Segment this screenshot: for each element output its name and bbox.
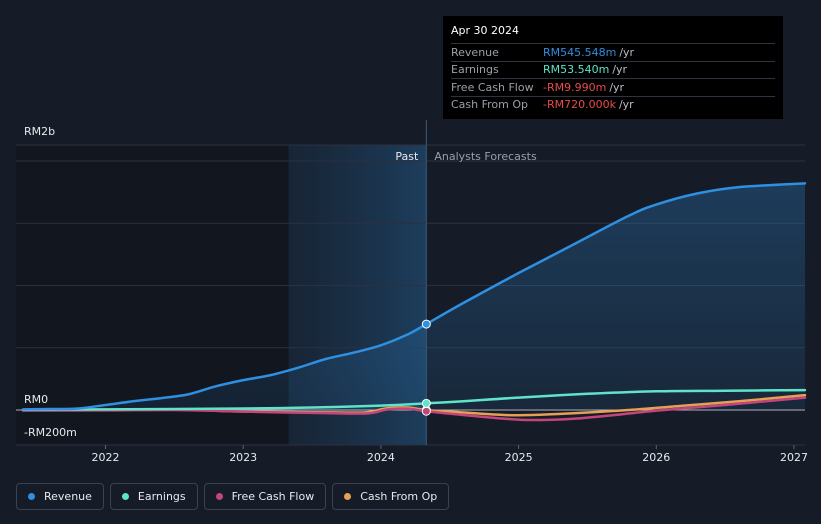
marker-revenue [421, 319, 431, 329]
x-tick-label: 2026 [642, 451, 670, 464]
legend-item-revenue[interactable]: Revenue [16, 483, 104, 510]
legend-dot-icon [28, 493, 35, 500]
tooltip-label: Earnings [451, 63, 499, 77]
x-tick-label: 2022 [92, 451, 120, 464]
tooltip-value: RM545.548m [543, 45, 617, 59]
legend-dot-icon [215, 493, 223, 500]
legend-item-earnings[interactable]: Earnings [109, 483, 198, 510]
tooltip-row: Earnings RM53.540m/yr [451, 60, 775, 79]
legend-label: Cash From Op [360, 490, 438, 503]
tooltip-value: RM53.540m [543, 63, 610, 77]
legend-item-cash-from-op[interactable]: Cash From Op [332, 483, 450, 510]
tooltip-value: -RM9.990m [543, 80, 607, 94]
legend-label: Earnings [137, 490, 186, 503]
past-label: Past [395, 150, 419, 163]
tooltip: Apr 30 2024 Revenue RM545.548m/yr Earnings… [443, 16, 783, 119]
legend: Revenue Earnings Free Cash Flow Cash From O… [16, 483, 450, 512]
tooltip-label: Revenue [451, 45, 499, 59]
tooltip-label: Cash From Op [451, 98, 529, 112]
y-tick-label: RM2b [24, 125, 55, 138]
tooltip-value: -RM720.000k [543, 98, 616, 112]
y-tick-label: -RM200m [24, 426, 77, 439]
x-tick-label: 2024 [367, 451, 395, 464]
legend-label: Free Cash Flow [231, 490, 315, 503]
tooltip-row: Revenue RM545.548m/yr [451, 43, 775, 61]
x-tick-label: 2023 [229, 451, 257, 464]
series-line-free-cash-flow [21, 396, 807, 422]
legend-dot-icon [344, 493, 352, 500]
tooltip-date: Apr 30 2024 [451, 24, 520, 37]
tooltip-unit: /yr [609, 80, 625, 94]
revenue-area [22, 183, 805, 410]
tooltip-row: Cash From Op -RM720.000k/yr [451, 95, 775, 114]
x-tick-label: 2027 [780, 451, 808, 464]
legend-dot-icon [121, 493, 129, 500]
legend-label: Revenue [44, 490, 92, 503]
forecast-label: Analysts Forecasts [434, 150, 537, 163]
legend-item-free-cash-flow[interactable]: Free Cash Flow [203, 483, 327, 510]
tooltip-row: Free Cash Flow -RM9.990m/yr [451, 78, 775, 96]
tooltip-unit: /yr [618, 98, 634, 112]
series-line-revenue [21, 182, 807, 411]
marker-earnings [421, 398, 431, 408]
x-tick-label: 2025 [505, 451, 533, 464]
tooltip-label: Free Cash Flow [451, 80, 534, 94]
tooltip-unit: /yr [619, 45, 635, 59]
tooltip-unit: /yr [612, 63, 628, 77]
marker-free-cash-flow [421, 406, 431, 416]
y-tick-label: RM0 [24, 393, 48, 406]
